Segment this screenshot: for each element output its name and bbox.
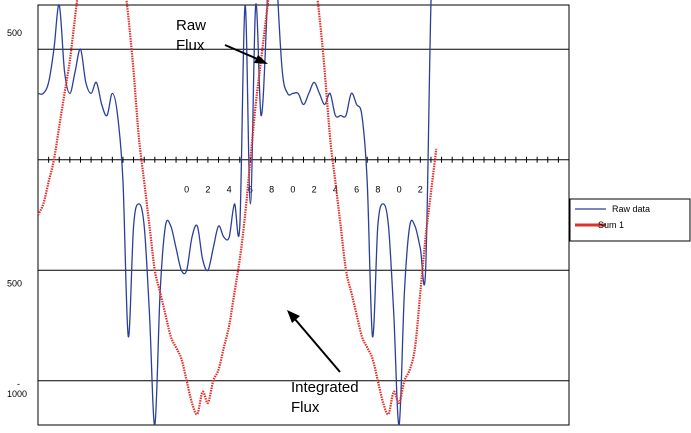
legend-label-raw-data: Raw data [612, 204, 650, 214]
gridlines [38, 48, 569, 382]
legend: Raw data Sum 1 [569, 198, 691, 242]
legend-entry-raw-data: Raw data [575, 204, 650, 214]
legend-entry-sum-1: Sum 1 [575, 220, 624, 230]
y-tick-labels: 5000005001000- [7, 28, 27, 399]
x-tick-label: 2 [418, 185, 423, 195]
annotation-integrated-flux-arrowhead [287, 310, 300, 323]
x-tick-labels: 0 2 4 6 8 0 2 4 6 8 0 2 [184, 185, 423, 195]
annotation-integrated-flux-arrow [293, 317, 341, 373]
annotation-raw-flux: Raw Flux [176, 17, 268, 64]
x-tick-label: 0 [184, 185, 189, 195]
annotation-integrated-flux: Integrated Flux [287, 310, 359, 416]
x-axis [37, 156, 570, 163]
x-tick-label: 4 [333, 185, 338, 195]
annotation-raw-flux-line2: Flux [176, 37, 205, 54]
x-tick-label: 0 [397, 185, 402, 195]
annotation-raw-flux-arrowhead [254, 55, 268, 64]
y-tick-label: 1000 [7, 389, 27, 399]
plot-area-frame [37, 4, 570, 426]
x-tick-label: 2 [312, 185, 317, 195]
series-line-raw-data [37, 0, 432, 426]
x-tick-label: 0 [290, 185, 295, 195]
x-tick-label: 6 [354, 185, 359, 195]
x-tick-label: 6 [248, 185, 253, 195]
y-tick-label: 500 [7, 28, 22, 38]
legend-box [569, 198, 691, 242]
x-tick-label: 8 [375, 185, 380, 195]
series-line-sum-1 [37, 0, 438, 416]
x-tick-label: 2 [205, 185, 210, 195]
x-tick-label: 8 [269, 185, 274, 195]
y-tick-label: 500 [7, 278, 22, 288]
annotation-integrated-flux-line1: Integrated [291, 379, 359, 396]
y-tick-label-prefix: - [17, 379, 20, 389]
legend-label-sum-1: Sum 1 [598, 220, 624, 230]
annotation-raw-flux-line1: Raw [176, 17, 206, 34]
x-tick-label: 4 [227, 185, 232, 195]
annotation-integrated-flux-line2: Flux [291, 399, 320, 416]
annotation-raw-flux-arrow [224, 44, 263, 62]
series-lines [37, 0, 438, 426]
